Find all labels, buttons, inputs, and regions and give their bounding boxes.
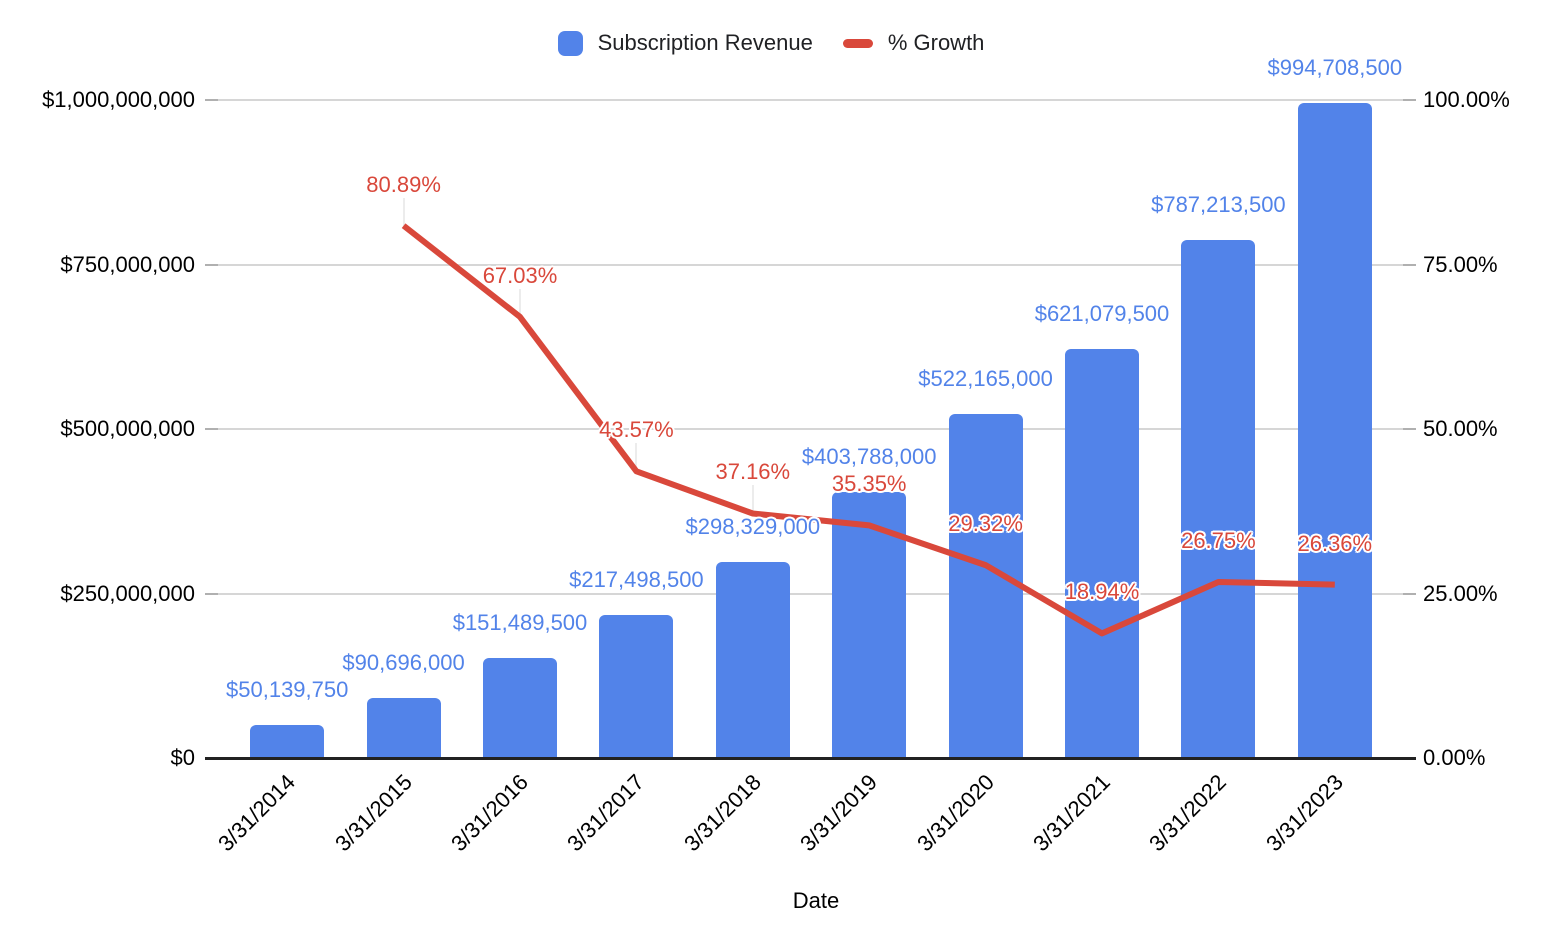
x-axis-line bbox=[205, 757, 1416, 760]
y-axis-label-right: 0.00% bbox=[1423, 745, 1486, 770]
growth-value-label: 35.35% bbox=[831, 471, 907, 497]
revenue-bar[interactable] bbox=[250, 725, 325, 758]
legend: Subscription Revenue % Growth bbox=[0, 30, 1542, 56]
growth-label-leader-line bbox=[635, 443, 638, 472]
y-gridline bbox=[205, 99, 1403, 101]
growth-value-label: 37.16% bbox=[715, 459, 791, 485]
bar-value-label: $298,329,000 bbox=[685, 513, 821, 539]
bar-value-label: $50,139,750 bbox=[226, 677, 349, 702]
bar-value-label: $90,696,000 bbox=[342, 650, 465, 676]
y-tick-right bbox=[1403, 428, 1416, 430]
legend-item-subscription-revenue[interactable]: Subscription Revenue bbox=[557, 30, 813, 56]
growth-value-label: 26.75% bbox=[1181, 527, 1256, 553]
y-axis-label-right: 50.00% bbox=[1423, 416, 1498, 441]
growth-value-label: 26.36% bbox=[1297, 530, 1373, 556]
growth-label-leader-line bbox=[402, 197, 405, 226]
y-gridline bbox=[205, 428, 1403, 430]
bar-value-label: $787,213,500 bbox=[1151, 192, 1286, 217]
y-axis-label-left: $500,000,000 bbox=[60, 416, 195, 441]
growth-label-leader-line bbox=[519, 288, 521, 317]
growth-value-label: 80.89% bbox=[366, 171, 441, 197]
y-axis-label-right: 25.00% bbox=[1423, 580, 1498, 606]
growth-value-label: 67.03% bbox=[482, 262, 558, 288]
y-axis-label-left: $750,000,000 bbox=[60, 251, 195, 277]
y-axis-label-left: $250,000,000 bbox=[60, 580, 195, 606]
legend-item-growth[interactable]: % Growth bbox=[842, 30, 985, 56]
growth-value-label: 29.32% bbox=[948, 511, 1023, 537]
x-axis-title: Date bbox=[792, 888, 840, 913]
revenue-bar[interactable] bbox=[1297, 103, 1372, 758]
bar-value-label: $151,489,500 bbox=[452, 610, 588, 636]
revenue-bar[interactable] bbox=[483, 658, 557, 758]
growth-value-label: 43.57% bbox=[599, 417, 674, 443]
y-tick-right bbox=[1403, 263, 1416, 266]
line-series-swatch-icon bbox=[842, 38, 873, 48]
revenue-bar[interactable] bbox=[1181, 240, 1256, 758]
y-axis-label-right: 100.00% bbox=[1423, 87, 1510, 112]
growth-label-leader-line bbox=[751, 485, 754, 514]
growth-value-label: 18.94% bbox=[1064, 579, 1140, 605]
y-tick-left bbox=[205, 263, 218, 266]
revenue-bar[interactable] bbox=[366, 698, 441, 758]
revenue-bar[interactable] bbox=[1065, 349, 1139, 758]
bar-value-label: $217,498,500 bbox=[569, 566, 704, 592]
y-tick-right bbox=[1403, 592, 1416, 595]
growth-line[interactable] bbox=[401, 223, 1335, 637]
y-tick-left bbox=[205, 428, 218, 430]
legend-label-growth: % Growth bbox=[887, 30, 985, 55]
bar-series-swatch-icon bbox=[557, 30, 583, 56]
bar-value-label: $994,708,500 bbox=[1267, 55, 1403, 81]
revenue-bar[interactable] bbox=[948, 414, 1023, 758]
legend-label-subscription-revenue: Subscription Revenue bbox=[597, 30, 813, 55]
y-tick-right bbox=[1403, 99, 1416, 101]
y-axis-label-right: 75.00% bbox=[1423, 251, 1498, 277]
revenue-bar[interactable] bbox=[715, 561, 790, 758]
bar-value-label: $621,079,500 bbox=[1034, 301, 1170, 327]
y-gridline bbox=[205, 263, 1403, 266]
bar-value-label: $403,788,000 bbox=[801, 444, 937, 470]
revenue-bar[interactable] bbox=[599, 614, 674, 758]
y-axis-label-left: $0 bbox=[170, 745, 195, 770]
y-axis-label-left: $1,000,000,000 bbox=[42, 87, 195, 112]
bar-value-label: $522,165,000 bbox=[918, 366, 1053, 392]
y-gridline bbox=[205, 592, 1403, 595]
y-tick-left bbox=[205, 99, 218, 101]
y-tick-left bbox=[205, 592, 218, 595]
